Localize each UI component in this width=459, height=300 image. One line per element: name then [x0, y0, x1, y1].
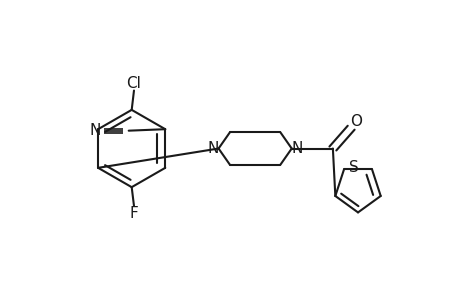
Text: Cl: Cl [126, 76, 141, 91]
Text: N: N [291, 141, 302, 156]
Text: N: N [207, 141, 218, 156]
Text: F: F [129, 206, 138, 221]
Text: S: S [348, 160, 358, 175]
Text: O: O [349, 114, 361, 129]
Text: N: N [90, 123, 101, 138]
